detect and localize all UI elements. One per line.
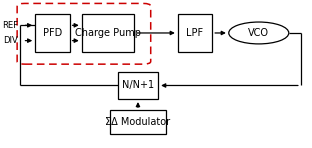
Text: REF: REF (2, 21, 18, 30)
Text: LPF: LPF (187, 28, 203, 38)
Bar (118, 72, 158, 99)
Text: ΣΔ Modulator: ΣΔ Modulator (105, 117, 171, 127)
Bar (110, 110, 166, 134)
Text: Charge Pump: Charge Pump (75, 28, 141, 38)
Text: VCO: VCO (248, 28, 269, 38)
Bar (82, 14, 134, 52)
Bar (178, 14, 212, 52)
Text: N/N+1: N/N+1 (122, 81, 154, 90)
Text: DIV: DIV (3, 36, 18, 45)
Circle shape (229, 22, 289, 44)
Text: PFD: PFD (43, 28, 62, 38)
Bar (35, 14, 70, 52)
